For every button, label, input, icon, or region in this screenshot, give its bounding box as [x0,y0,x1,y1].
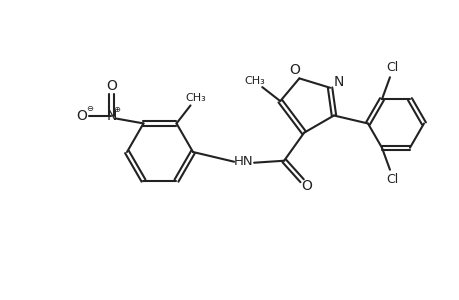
Text: CH₃: CH₃ [185,93,206,103]
Text: Cl: Cl [385,61,397,74]
Text: N: N [106,110,117,123]
Text: O: O [301,179,312,193]
Text: O: O [288,63,299,77]
Text: O: O [76,110,87,123]
Text: N: N [333,75,343,89]
Text: HN: HN [233,155,252,168]
Text: O: O [106,80,117,93]
Text: ⊕: ⊕ [113,105,120,114]
Text: CH₃: CH₃ [243,76,264,86]
Text: ⊖: ⊖ [86,104,93,113]
Text: Cl: Cl [385,173,397,186]
